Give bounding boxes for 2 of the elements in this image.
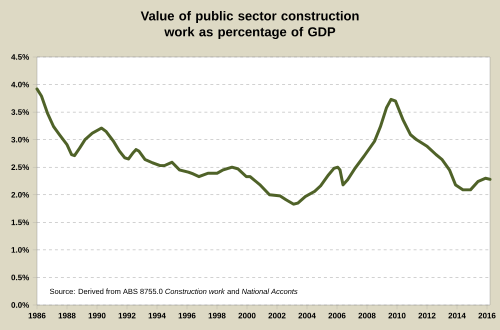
line-series [36,87,492,206]
chart-title: Value of public sector construction work as percentage of GDP [140,10,359,40]
